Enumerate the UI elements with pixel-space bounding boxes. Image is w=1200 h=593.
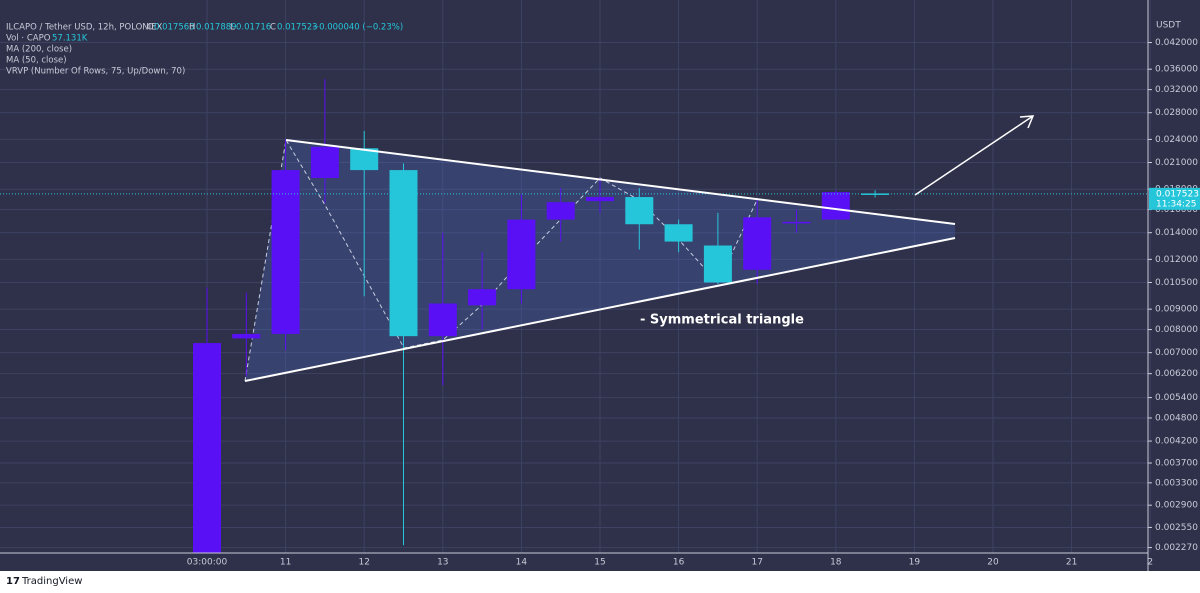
candle-body <box>664 224 693 242</box>
h-letter: H <box>189 23 195 33</box>
y-tick-label: 0.002270 <box>1155 543 1198 553</box>
candle-body <box>271 170 300 334</box>
candle-body <box>468 289 497 306</box>
y-tick-label: 0.007000 <box>1155 348 1198 358</box>
y-tick-label: 0.009000 <box>1155 305 1198 315</box>
y-tick-label: 0.021000 <box>1155 158 1198 168</box>
arrow-head <box>1019 115 1035 129</box>
candles <box>0 79 1148 553</box>
brand: TradingView <box>21 576 82 587</box>
l-value: 0.01716 <box>236 23 271 33</box>
x-tick-label: 20 <box>987 558 999 568</box>
vol-value: 57.131K <box>52 34 88 44</box>
candle-body <box>586 197 614 202</box>
x-tick-label: 17 <box>751 558 762 568</box>
y-tick-label: 0.028000 <box>1155 108 1198 118</box>
grid <box>0 0 1151 553</box>
zigzag <box>244 138 758 382</box>
header: ILCAPO / Tether USD, 12h, POLONIEX O 0.0… <box>6 23 403 77</box>
y-tick-label: 0.003300 <box>1155 478 1198 488</box>
upper-trendline <box>285 139 956 225</box>
candle-body <box>389 170 418 337</box>
vol-name: Vol · CAPO <box>6 34 51 44</box>
y-tick-label: 0.003700 <box>1155 459 1198 469</box>
y-tick-label: 0.032000 <box>1155 85 1198 95</box>
ma200: MA (200, close) <box>6 45 72 55</box>
candle-body <box>861 193 890 195</box>
h-value: 0.017889 <box>196 23 237 33</box>
x-tick-label: 16 <box>673 558 685 568</box>
vrvp: VRVP (Number Of Rows, 75, Up/Down, 70) <box>6 67 185 77</box>
y-tick-label: 0.042000 <box>1155 38 1198 48</box>
candle-body <box>821 192 850 220</box>
candle-body <box>350 148 379 171</box>
candle-body <box>232 333 261 339</box>
candle-body <box>310 146 339 179</box>
o-letter: O <box>147 23 154 33</box>
candle-body <box>782 221 811 224</box>
x-tick-label: 12 <box>358 558 369 568</box>
l-letter: L <box>230 23 235 33</box>
brand-logo: 17 <box>6 576 20 587</box>
candle-body <box>193 343 221 553</box>
y-tick-label: 0.036000 <box>1155 65 1198 75</box>
y-tick-label: 0.016000 <box>1155 205 1198 215</box>
candle-body <box>743 217 772 270</box>
candle-body <box>546 202 575 220</box>
annotation: - Symmetrical triangle <box>640 313 804 328</box>
x-tick-label: 13 <box>437 558 448 568</box>
axis-labels: 0.042000 0.036000 0.032000 0.028000 0.024000… <box>187 38 1200 568</box>
y-tick-label: 0.012000 <box>1155 255 1198 265</box>
x-tick-label: 15 <box>594 558 605 568</box>
footer <box>0 571 1200 593</box>
x-tick-label: 11 <box>280 558 291 568</box>
lower-trendline <box>244 237 956 382</box>
x-tick-label: 21 <box>1066 558 1077 568</box>
x-tick-label: 14 <box>516 558 528 568</box>
y-tick-label: 0.002900 <box>1155 501 1198 511</box>
triangle-fill <box>245 140 955 381</box>
candle-body <box>625 197 654 225</box>
x-tick-label: 03:00:00 <box>187 558 228 568</box>
y-tick-label: 0.014000 <box>1155 228 1198 238</box>
y-axis-title: USDT <box>1156 21 1181 31</box>
y-tick-label: 0.002550 <box>1155 523 1198 533</box>
candle-body <box>428 303 457 337</box>
o-value: 0.017563 <box>154 23 195 33</box>
price-tag <box>1149 187 1200 210</box>
candle-body <box>507 219 536 290</box>
y-tick-label: 0.005400 <box>1155 393 1198 403</box>
candle-body <box>703 245 732 283</box>
x-tick-label: 19 <box>909 558 921 568</box>
c-value: 0.017523 <box>277 23 318 33</box>
x-tick-label: 18 <box>830 558 842 568</box>
y-tick-label: 0.010500 <box>1155 278 1198 288</box>
y-tick-label: 0.004200 <box>1155 437 1198 447</box>
arrow <box>914 115 1034 196</box>
symbol: ILCAPO / Tether USD, 12h, POLONIEX <box>6 23 163 33</box>
y-tick-label: 0.008000 <box>1155 325 1198 335</box>
change: −0.000040 (−0.23%) <box>312 23 403 33</box>
price-tag-value: 0.017523 <box>1156 189 1199 199</box>
ma50: MA (50, close) <box>6 56 67 66</box>
y-tick-label: 0.004800 <box>1155 413 1198 423</box>
x-tick-label: 2 <box>1147 558 1153 568</box>
y-tick-label: 0.024000 <box>1155 135 1198 145</box>
y-tick-label: 0.006200 <box>1155 369 1198 379</box>
countdown: 11:34:25 <box>1156 199 1196 209</box>
c-letter: C <box>270 23 276 33</box>
